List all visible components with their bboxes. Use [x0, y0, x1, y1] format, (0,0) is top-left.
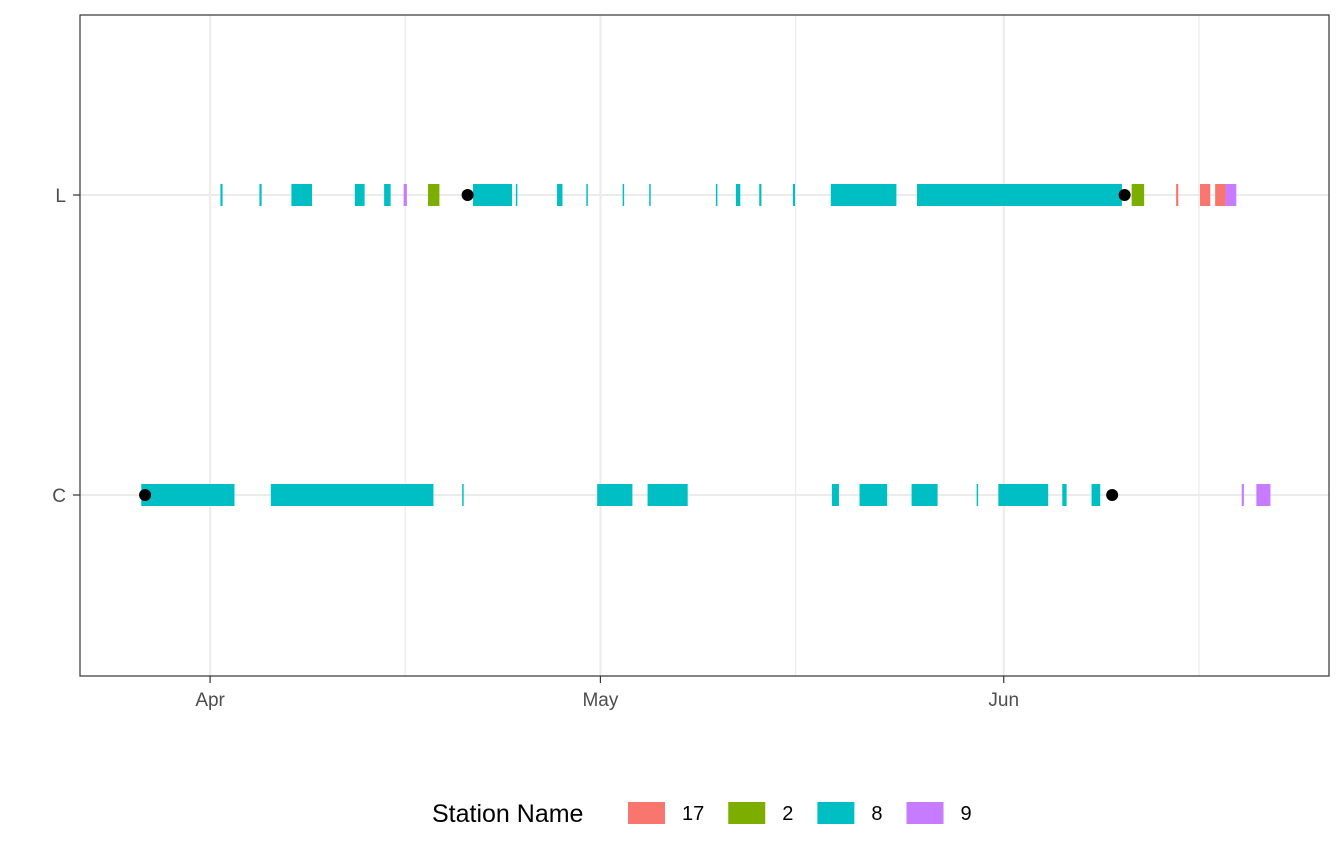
legend-key: [817, 802, 855, 824]
detection-bar: [998, 484, 1049, 506]
detection-bar: [859, 484, 888, 506]
plot-panel-border: [79, 14, 1330, 677]
legend-label: 17: [682, 803, 704, 825]
detection-bar: [759, 184, 762, 206]
detection-bar: [1225, 184, 1237, 206]
detection-bar: [911, 484, 938, 506]
legend-title: Station Name: [432, 800, 583, 828]
event-points: [139, 189, 1131, 501]
detection-bar: [403, 184, 407, 206]
detection-bar: [141, 484, 235, 506]
detection-bar: [1241, 484, 1244, 506]
detection-bar: [270, 484, 434, 506]
axes: Apr May Jun C L: [52, 186, 1019, 711]
detection-bar: [1091, 484, 1101, 506]
grid-lines: [80, 15, 1329, 676]
detection-bar: [1199, 184, 1207, 206]
legend-label: 8: [871, 803, 882, 825]
detection-bar: [830, 184, 897, 206]
detection-bar: [428, 184, 440, 206]
detection-bar: [557, 184, 563, 206]
legend-key: [628, 802, 665, 824]
x-tick-label: Apr: [195, 690, 225, 711]
detection-bar: [259, 184, 262, 206]
y-tick-label: C: [52, 486, 66, 507]
event-point: [1106, 489, 1119, 501]
detection-bar: [462, 484, 464, 506]
detection-bar: [1206, 184, 1211, 206]
event-point: [139, 489, 152, 501]
detection-bar: [220, 184, 223, 206]
event-point: [1118, 189, 1131, 201]
detection-bar: [354, 184, 365, 206]
legend-label: 2: [782, 803, 793, 825]
detection-bar: [792, 184, 796, 206]
legend-key: [728, 802, 766, 824]
legend-label: 9: [961, 803, 972, 825]
detection-bar: [515, 184, 518, 206]
detection-bar: [735, 184, 741, 206]
detection-bar: [1131, 184, 1145, 206]
detection-bar: [917, 184, 1122, 206]
detection-bar: [831, 484, 839, 506]
detection-bar: [1062, 484, 1067, 506]
detection-bar: [1215, 184, 1226, 206]
legend-key: [906, 802, 944, 824]
x-tick-label: May: [582, 690, 618, 711]
detection-bar: [1256, 484, 1271, 506]
detection-bar: [473, 184, 513, 206]
detection-bar: [649, 184, 651, 206]
detection-bar: [715, 184, 718, 206]
detection-bar: [647, 484, 688, 506]
x-tick-label: Jun: [988, 690, 1019, 711]
detection-bars: [141, 184, 1271, 506]
detection-bar: [384, 184, 391, 206]
detection-bar: [976, 484, 979, 506]
legend: Station Name 17 2 8 9: [432, 800, 972, 828]
event-point: [461, 189, 474, 201]
detection-bar: [622, 184, 625, 206]
detection-bar: [597, 484, 633, 506]
detection-bar: [586, 184, 588, 206]
detection-bar: [291, 184, 313, 206]
y-tick-label: L: [55, 186, 66, 207]
detection-bar: [1176, 184, 1179, 206]
